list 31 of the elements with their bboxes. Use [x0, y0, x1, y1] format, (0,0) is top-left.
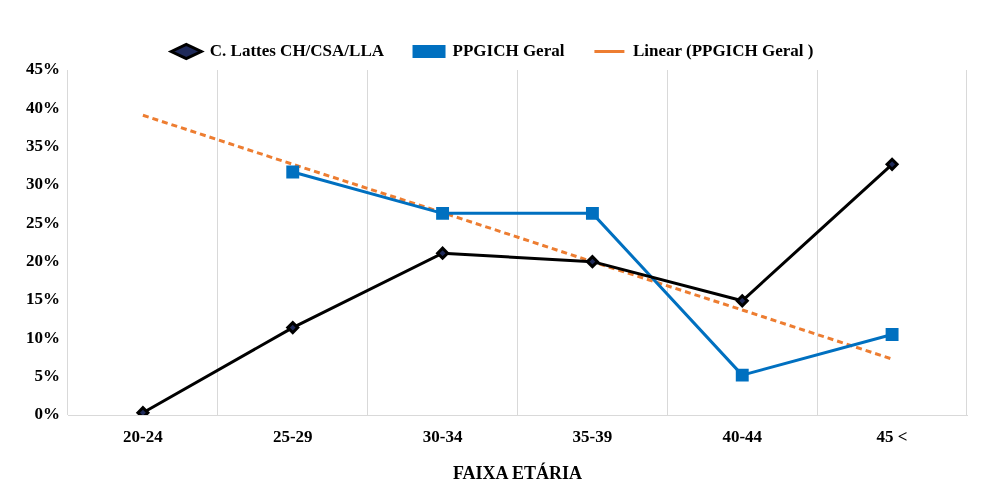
- point: [735, 294, 749, 308]
- legend-label: PPGICH Geral: [452, 40, 565, 60]
- x-tick-label: 45 <: [876, 426, 908, 446]
- y-tick-label: 25%: [26, 212, 60, 232]
- legend-label: Linear (PPGICH Geral ): [632, 40, 814, 60]
- point: [436, 206, 450, 220]
- y-tick-label: 0%: [34, 404, 60, 424]
- point: [286, 321, 300, 335]
- y-tick-label: 30%: [26, 174, 60, 194]
- y-tick-label: 45%: [26, 59, 60, 79]
- point: [286, 165, 300, 179]
- legend-label: C. Lattes CH/CSA/LLA: [209, 40, 385, 60]
- x-tick-label: 20-24: [123, 426, 164, 446]
- point: [585, 206, 599, 220]
- y-tick-label: 20%: [26, 251, 60, 271]
- y-tick-label: 10%: [26, 327, 60, 347]
- x-tick-label: 30-34: [422, 426, 463, 446]
- y-tick-label: 35%: [26, 136, 60, 156]
- point: [885, 157, 899, 171]
- line-series: [141, 113, 894, 361]
- x-axis-title: FAIXA ETÁRIA: [452, 461, 583, 483]
- y-tick-label: 40%: [26, 97, 60, 117]
- point: [735, 368, 749, 382]
- point: [585, 255, 599, 269]
- x-tick-label: 35-39: [572, 426, 613, 446]
- x-tick-label: 40-44: [722, 426, 763, 446]
- x-tick-label: 25-29: [272, 426, 313, 446]
- y-tick-label: 15%: [26, 289, 60, 309]
- point: [436, 246, 450, 260]
- y-tick-label: 5%: [34, 366, 60, 386]
- point: [885, 328, 899, 341]
